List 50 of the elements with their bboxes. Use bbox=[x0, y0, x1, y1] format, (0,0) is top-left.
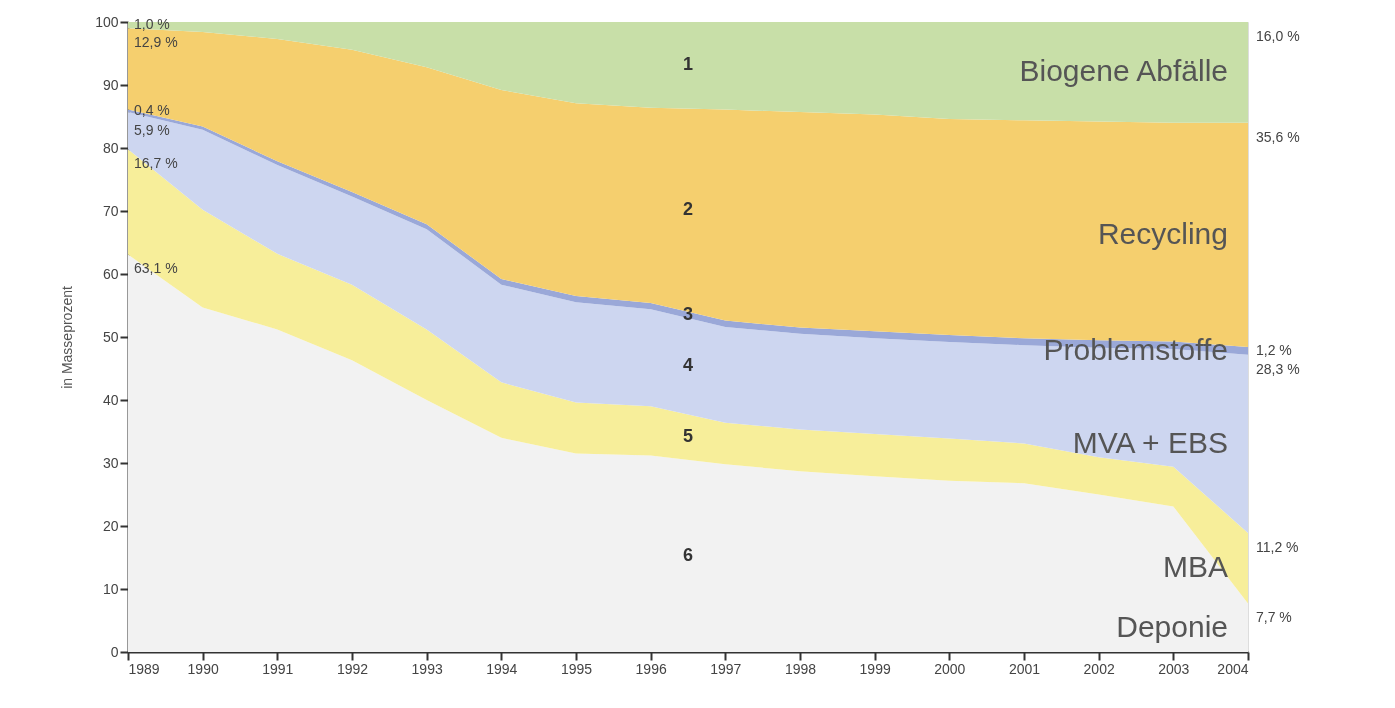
series-label: Biogene Abfälle bbox=[1019, 54, 1228, 88]
data-label: 16,7 % bbox=[134, 155, 178, 172]
data-label: 1,2 % bbox=[1256, 341, 1292, 358]
x-tick-label: 1991 bbox=[262, 660, 294, 677]
x-tick-label: 2001 bbox=[1008, 660, 1041, 677]
y-tick-label: 90 bbox=[102, 76, 119, 93]
annotation: 6 bbox=[682, 544, 694, 565]
x-tick-label: 1997 bbox=[710, 660, 742, 677]
data-label: 1,0 % bbox=[134, 16, 170, 33]
data-label: 35,6 % bbox=[1256, 128, 1300, 145]
annotation: 1 bbox=[682, 54, 694, 75]
x-tick-label: 1989 bbox=[128, 660, 160, 677]
data-label: 7,7 % bbox=[1256, 609, 1292, 626]
data-label: 28,3 % bbox=[1256, 360, 1300, 377]
y-tick-label: 30 bbox=[102, 454, 119, 471]
x-tick-label: 1995 bbox=[560, 660, 593, 677]
annotation: 4 bbox=[682, 355, 694, 376]
x-tick-label: 1998 bbox=[784, 660, 817, 677]
y-tick-label: 50 bbox=[102, 328, 119, 345]
data-label: 0,4 % bbox=[134, 101, 170, 118]
x-tick-label: 1994 bbox=[486, 660, 518, 677]
y-tick-label: 80 bbox=[102, 139, 119, 156]
series-label: Deponie bbox=[1116, 609, 1228, 643]
x-tick-label: 2004 bbox=[1217, 660, 1249, 677]
series-label: Recycling bbox=[1097, 216, 1228, 250]
y-tick-label: 40 bbox=[102, 391, 119, 408]
x-tick-label: 2002 bbox=[1083, 660, 1115, 677]
data-label: 16,0 % bbox=[1256, 28, 1300, 44]
series-label: Problemstoffe bbox=[1043, 332, 1228, 366]
x-tick-label: 1993 bbox=[411, 660, 443, 677]
data-label: 11,2 % bbox=[1256, 538, 1299, 555]
x-tick-label: 1999 bbox=[859, 660, 891, 677]
y-tick-label: 10 bbox=[102, 580, 119, 597]
data-label: 12,9 % bbox=[134, 34, 178, 51]
y-tick-label: 0 bbox=[110, 643, 119, 660]
data-label: 5,9 % bbox=[134, 121, 170, 138]
y-tick-label: 20 bbox=[102, 517, 119, 534]
y-tick-label: 70 bbox=[102, 202, 119, 219]
x-tick-label: 1996 bbox=[635, 660, 667, 677]
annotation: 2 bbox=[682, 199, 694, 220]
annotation: 5 bbox=[682, 426, 694, 447]
y-tick-label: 100 bbox=[95, 13, 119, 30]
x-tick-label: 2000 bbox=[934, 660, 966, 677]
x-tick-label: 1990 bbox=[187, 660, 219, 677]
x-tick-label: 2003 bbox=[1158, 660, 1190, 677]
y-axis-title: in Masseprozent bbox=[59, 286, 76, 389]
x-tick-label: 1992 bbox=[336, 660, 369, 677]
data-label: 63,1 % bbox=[134, 260, 178, 277]
series-label: MVA + EBS bbox=[1072, 425, 1228, 459]
y-tick-label: 60 bbox=[102, 265, 119, 282]
